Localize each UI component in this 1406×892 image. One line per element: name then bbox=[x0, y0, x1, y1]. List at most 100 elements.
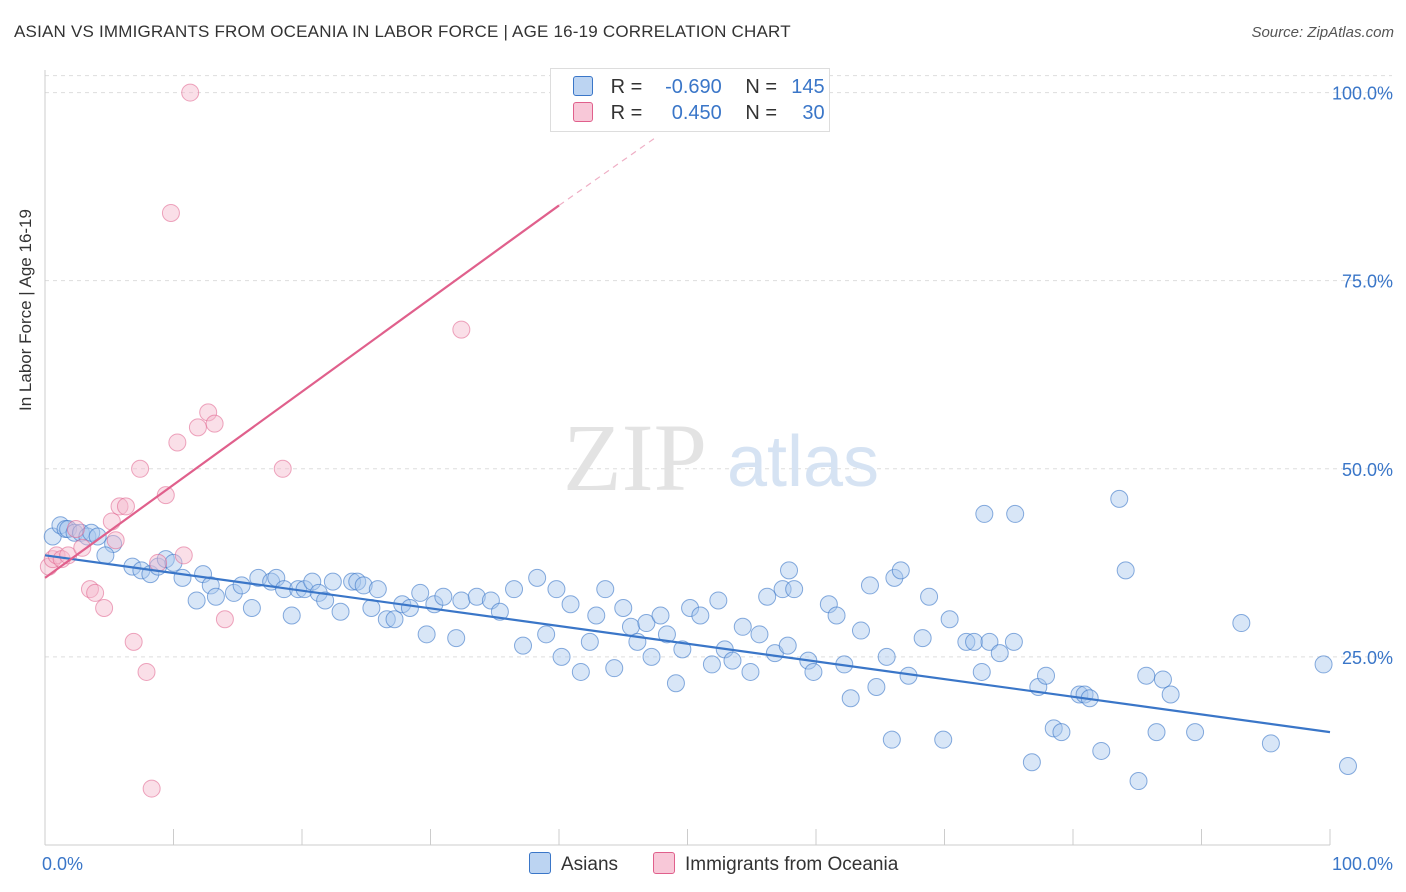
y-axis-label: In Labor Force | Age 16-19 bbox=[16, 209, 35, 411]
point-asians-81 bbox=[723, 651, 742, 670]
point-oceania-5 bbox=[66, 519, 85, 538]
point-asians-67 bbox=[614, 598, 633, 617]
legend-r-label: R = bbox=[610, 76, 643, 98]
point-asians-66 bbox=[605, 659, 624, 678]
point-asians-29 bbox=[282, 606, 301, 625]
point-asians-50 bbox=[447, 629, 466, 648]
point-asians-132 bbox=[1314, 655, 1333, 674]
point-asians-95 bbox=[841, 689, 860, 708]
point-asians-136 bbox=[882, 730, 901, 749]
point-asians-68 bbox=[621, 617, 640, 636]
bottom-legend-label-asians: Asians bbox=[561, 854, 619, 875]
point-oceania-18 bbox=[156, 486, 175, 505]
point-asians-82 bbox=[733, 617, 752, 636]
bottom-legend-swatch-asians bbox=[529, 852, 551, 874]
point-oceania-29 bbox=[106, 531, 125, 550]
correlation-legend: R = -0.690 N = 145 R = 0.450 N = 30 bbox=[550, 68, 830, 132]
point-asians-56 bbox=[514, 636, 533, 655]
point-asians-61 bbox=[561, 595, 580, 614]
legend-swatch-asians bbox=[573, 76, 593, 96]
point-oceania-14 bbox=[131, 459, 150, 478]
bottom-legend-swatch-oceania bbox=[653, 852, 675, 874]
point-asians-62 bbox=[571, 662, 590, 681]
point-asians-37 bbox=[343, 572, 362, 591]
point-oceania-24 bbox=[199, 403, 218, 422]
point-asians-77 bbox=[691, 606, 710, 625]
point-asians-43 bbox=[385, 610, 404, 629]
axes bbox=[44, 70, 1331, 846]
point-asians-106 bbox=[940, 610, 959, 629]
point-asians-103 bbox=[913, 629, 932, 648]
legend-r-value-asians: -0.690 bbox=[665, 76, 722, 98]
point-asians-59 bbox=[547, 580, 566, 599]
point-asians-52 bbox=[467, 587, 486, 606]
watermark: ZIP atlas bbox=[563, 404, 879, 511]
point-asians-46 bbox=[411, 583, 430, 602]
point-oceania-10 bbox=[102, 512, 121, 531]
point-oceania-25 bbox=[205, 414, 224, 433]
point-asians-73 bbox=[657, 625, 676, 644]
point-asians-129 bbox=[1186, 723, 1205, 742]
point-oceania-12 bbox=[116, 497, 135, 516]
point-asians-63 bbox=[580, 632, 599, 651]
point-oceania-13 bbox=[124, 632, 143, 651]
point-asians-55 bbox=[505, 580, 524, 599]
legend-n-label: N = bbox=[745, 76, 778, 98]
point-asians-88 bbox=[780, 561, 799, 580]
point-oceania-20 bbox=[168, 433, 187, 452]
y-tick-label-25: 25.0% bbox=[1342, 648, 1393, 668]
point-asians-108 bbox=[965, 632, 984, 651]
trend-lines bbox=[44, 137, 1331, 734]
point-asians-89 bbox=[785, 580, 804, 599]
point-asians-107 bbox=[957, 632, 976, 651]
point-asians-123 bbox=[1116, 561, 1135, 580]
point-oceania-28 bbox=[452, 320, 471, 339]
point-asians-20 bbox=[201, 576, 220, 595]
point-asians-32 bbox=[303, 572, 322, 591]
point-asians-39 bbox=[354, 576, 373, 595]
x-tick-label-left: 0.0% bbox=[42, 854, 83, 874]
point-asians-65 bbox=[596, 580, 615, 599]
point-asians-75 bbox=[673, 640, 692, 659]
point-asians-130 bbox=[1232, 614, 1251, 633]
point-oceania-21 bbox=[174, 546, 193, 565]
point-asians-97 bbox=[860, 576, 879, 595]
point-oceania-16 bbox=[142, 779, 161, 798]
point-asians-112 bbox=[1004, 632, 1023, 651]
point-asians-113 bbox=[1022, 753, 1041, 772]
point-asians-96 bbox=[851, 621, 870, 640]
point-asians-71 bbox=[642, 647, 661, 666]
point-asians-104 bbox=[920, 587, 939, 606]
point-asians-137 bbox=[778, 636, 797, 655]
y-axis-label-wrap: In Labor Force | Age 16-19 bbox=[16, 209, 40, 610]
point-asians-124 bbox=[1129, 772, 1148, 791]
bottom-legend-label-oceania: Immigrants from Oceania bbox=[685, 854, 899, 875]
trend-line-oceania-extension bbox=[558, 137, 656, 206]
bottom-legend-asians[interactable]: Asians bbox=[529, 852, 618, 876]
watermark-atlas: atlas bbox=[727, 422, 879, 502]
point-oceania-6 bbox=[73, 538, 92, 557]
point-asians-47 bbox=[417, 625, 436, 644]
point-asians-109 bbox=[972, 662, 991, 681]
point-oceania-26 bbox=[215, 610, 234, 629]
point-asians-134 bbox=[975, 504, 994, 523]
point-asians-122 bbox=[1110, 489, 1129, 508]
legend-row-asians: R = -0.690 N = 145 bbox=[573, 76, 825, 100]
point-asians-133 bbox=[1338, 756, 1357, 775]
y-tick-label-50: 50.0% bbox=[1342, 460, 1393, 480]
point-asians-117 bbox=[1052, 723, 1071, 742]
point-asians-35 bbox=[323, 572, 342, 591]
point-asians-135 bbox=[1006, 504, 1025, 523]
bottom-legend-oceania[interactable]: Immigrants from Oceania bbox=[653, 852, 898, 876]
point-asians-51 bbox=[452, 591, 471, 610]
legend-n-value-asians: 145 bbox=[791, 76, 825, 98]
point-asians-24 bbox=[242, 598, 261, 617]
point-asians-58 bbox=[537, 625, 556, 644]
point-asians-17 bbox=[173, 568, 192, 587]
point-asians-115 bbox=[1037, 666, 1056, 685]
point-oceania-8 bbox=[86, 583, 105, 602]
point-oceania-9 bbox=[95, 598, 114, 617]
point-asians-54 bbox=[490, 602, 509, 621]
point-oceania-22 bbox=[181, 83, 200, 102]
